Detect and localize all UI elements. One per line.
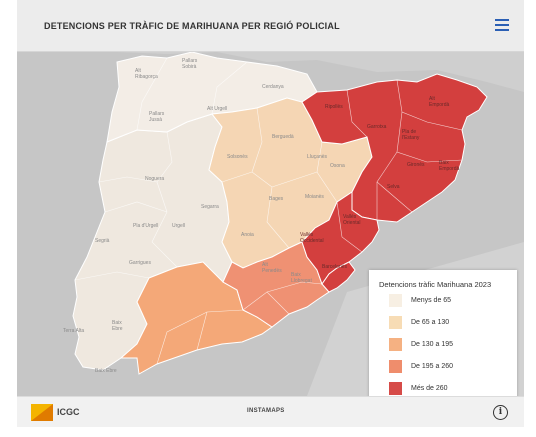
label-pallars-jussa: Pallars Jussà bbox=[149, 111, 165, 123]
label-noguera: Noguera bbox=[145, 176, 164, 182]
legend-title: Detencions tràfic Marihuana 2023 bbox=[379, 280, 492, 289]
legend-swatch bbox=[389, 382, 402, 395]
comarca-borders bbox=[74, 57, 463, 365]
region-metropolitana-nord[interactable] bbox=[301, 191, 380, 286]
region-girona[interactable] bbox=[301, 73, 488, 223]
label-alt-ribagorca: Alt Ribagorça bbox=[135, 68, 158, 80]
label-osona: Osona bbox=[330, 163, 345, 169]
legend-swatch bbox=[389, 338, 402, 351]
icgc-label[interactable]: ICGC bbox=[57, 407, 80, 417]
legend-label: De 65 a 130 bbox=[411, 319, 450, 326]
label-pla-estany: Pla de l'Estany bbox=[402, 129, 420, 141]
label-baix-ebre: Baix Ebre bbox=[112, 320, 123, 332]
header-bar: DETENCIONS PER TRÀFIC DE MARIHUANA PER R… bbox=[17, 0, 524, 52]
label-pla-urgell: Pla d'Urgell bbox=[133, 223, 158, 229]
legend-swatch bbox=[389, 294, 402, 307]
legend-label: Més de 260 bbox=[411, 385, 448, 392]
france-area bbox=[17, 52, 524, 92]
footer-bar: ICGC INSTAMAPS i bbox=[17, 396, 524, 427]
map-view[interactable]: Alt Ribagorça Pallars Sobirà Cerdanya Alt … bbox=[17, 52, 524, 427]
label-solsones: Solsonès bbox=[227, 154, 248, 160]
legend-label: De 130 a 195 bbox=[411, 341, 454, 348]
region-barcelona[interactable] bbox=[321, 261, 356, 293]
label-valles-oriental: Vallès Oriental bbox=[343, 214, 361, 226]
icgc-logo-icon[interactable] bbox=[31, 404, 53, 421]
label-pallars-sobira: Pallars Sobirà bbox=[182, 58, 198, 70]
label-alt-emporda: Alt Empordà bbox=[429, 96, 450, 108]
label-urgell: Urgell bbox=[172, 223, 185, 229]
label-segria: Segrià bbox=[95, 238, 110, 244]
instamaps-brand[interactable]: INSTAMAPS bbox=[247, 408, 285, 414]
label-alt-urgell: Alt Urgell bbox=[207, 106, 227, 112]
label-cerdanya: Cerdanya bbox=[262, 84, 284, 90]
label-anoia: Anoia bbox=[241, 232, 254, 238]
label-segarra: Segarra bbox=[201, 204, 219, 210]
label-valles-occidental: Vallès Occidental bbox=[300, 232, 324, 244]
label-bergueda: Berguedà bbox=[272, 134, 294, 140]
legend-label: Menys de 65 bbox=[411, 297, 452, 304]
label-lluanes: Lluçanès bbox=[307, 154, 328, 160]
map-legend: Detencions tràfic Marihuana 2023 Menys d… bbox=[369, 270, 517, 406]
label-moianes: Moianès bbox=[305, 194, 324, 200]
page-title: DETENCIONS PER TRÀFIC DE MARIHUANA PER R… bbox=[44, 21, 340, 31]
label-barcelones: Barcelonès bbox=[322, 264, 348, 270]
legend-swatch bbox=[389, 316, 402, 329]
label-selva: Selva bbox=[387, 184, 400, 190]
label-garrotxa: Garrotxa bbox=[367, 124, 387, 130]
label-terra-alta: Terra Alta bbox=[63, 328, 84, 334]
region-labels: Alt Ribagorça Pallars Sobirà Cerdanya Alt … bbox=[63, 58, 460, 374]
info-icon[interactable]: i bbox=[493, 405, 508, 420]
label-baix-ebre-south: Baix Ebre bbox=[95, 368, 117, 374]
label-garrigues: Garrigues bbox=[129, 260, 151, 266]
label-bages: Bages bbox=[269, 196, 284, 202]
label-girones: Gironès bbox=[407, 162, 425, 168]
app-frame: DETENCIONS PER TRÀFIC DE MARIHUANA PER R… bbox=[17, 0, 524, 427]
legend-swatch bbox=[389, 360, 402, 373]
label-baix-emporda: Baix Empordà bbox=[439, 160, 460, 172]
label-baix-llobregat: Baix Llobregat bbox=[291, 272, 312, 284]
label-alt-penedes: Alt Penedès bbox=[262, 262, 282, 274]
hamburger-menu-icon[interactable] bbox=[495, 19, 509, 31]
label-ripolles: Ripollès bbox=[325, 104, 343, 110]
legend-label: De 195 a 260 bbox=[411, 363, 454, 370]
